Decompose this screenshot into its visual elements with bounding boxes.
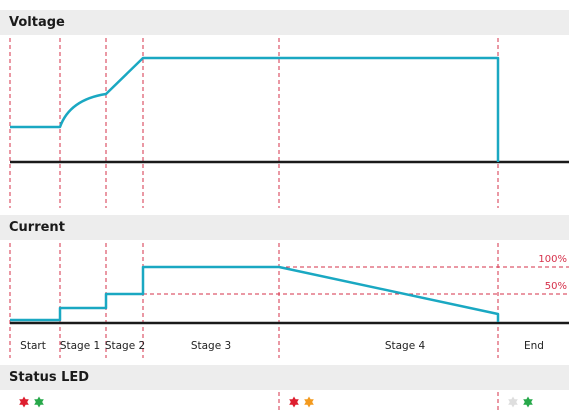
- led-green-icon: [523, 396, 533, 408]
- voltage-curve: [10, 56, 500, 162]
- led-red-icon: [19, 396, 29, 408]
- led-orange-icon: [304, 396, 314, 408]
- status-leds-start: [19, 396, 44, 408]
- current-header: Current: [0, 215, 569, 240]
- stage-label-start: Start: [20, 340, 46, 352]
- led-off-icon: [508, 396, 518, 408]
- led-green-icon: [34, 396, 44, 408]
- current-50-label: 50%: [545, 281, 567, 292]
- stage-label-end: End: [524, 340, 544, 352]
- voltage-title: Voltage: [9, 15, 65, 30]
- current-title: Current: [9, 220, 65, 235]
- voltage-header: Voltage: [0, 10, 569, 35]
- stage-label-stage3: Stage 3: [191, 340, 231, 352]
- current-100-label: 100%: [538, 254, 567, 265]
- stage-boundaries: [9, 38, 569, 410]
- stage-label-stage2: Stage 2: [105, 340, 145, 352]
- current-curve: [10, 265, 500, 322]
- status-led-title: Status LED: [9, 370, 90, 385]
- stage-label-stage4: Stage 4: [385, 340, 426, 352]
- status-led-header: Status LED: [0, 365, 569, 390]
- status-leds-end: [508, 396, 533, 408]
- status-leds-stage4: [289, 396, 314, 408]
- led-red-icon: [289, 396, 299, 408]
- stage-label-stage1: Stage 1: [60, 340, 100, 352]
